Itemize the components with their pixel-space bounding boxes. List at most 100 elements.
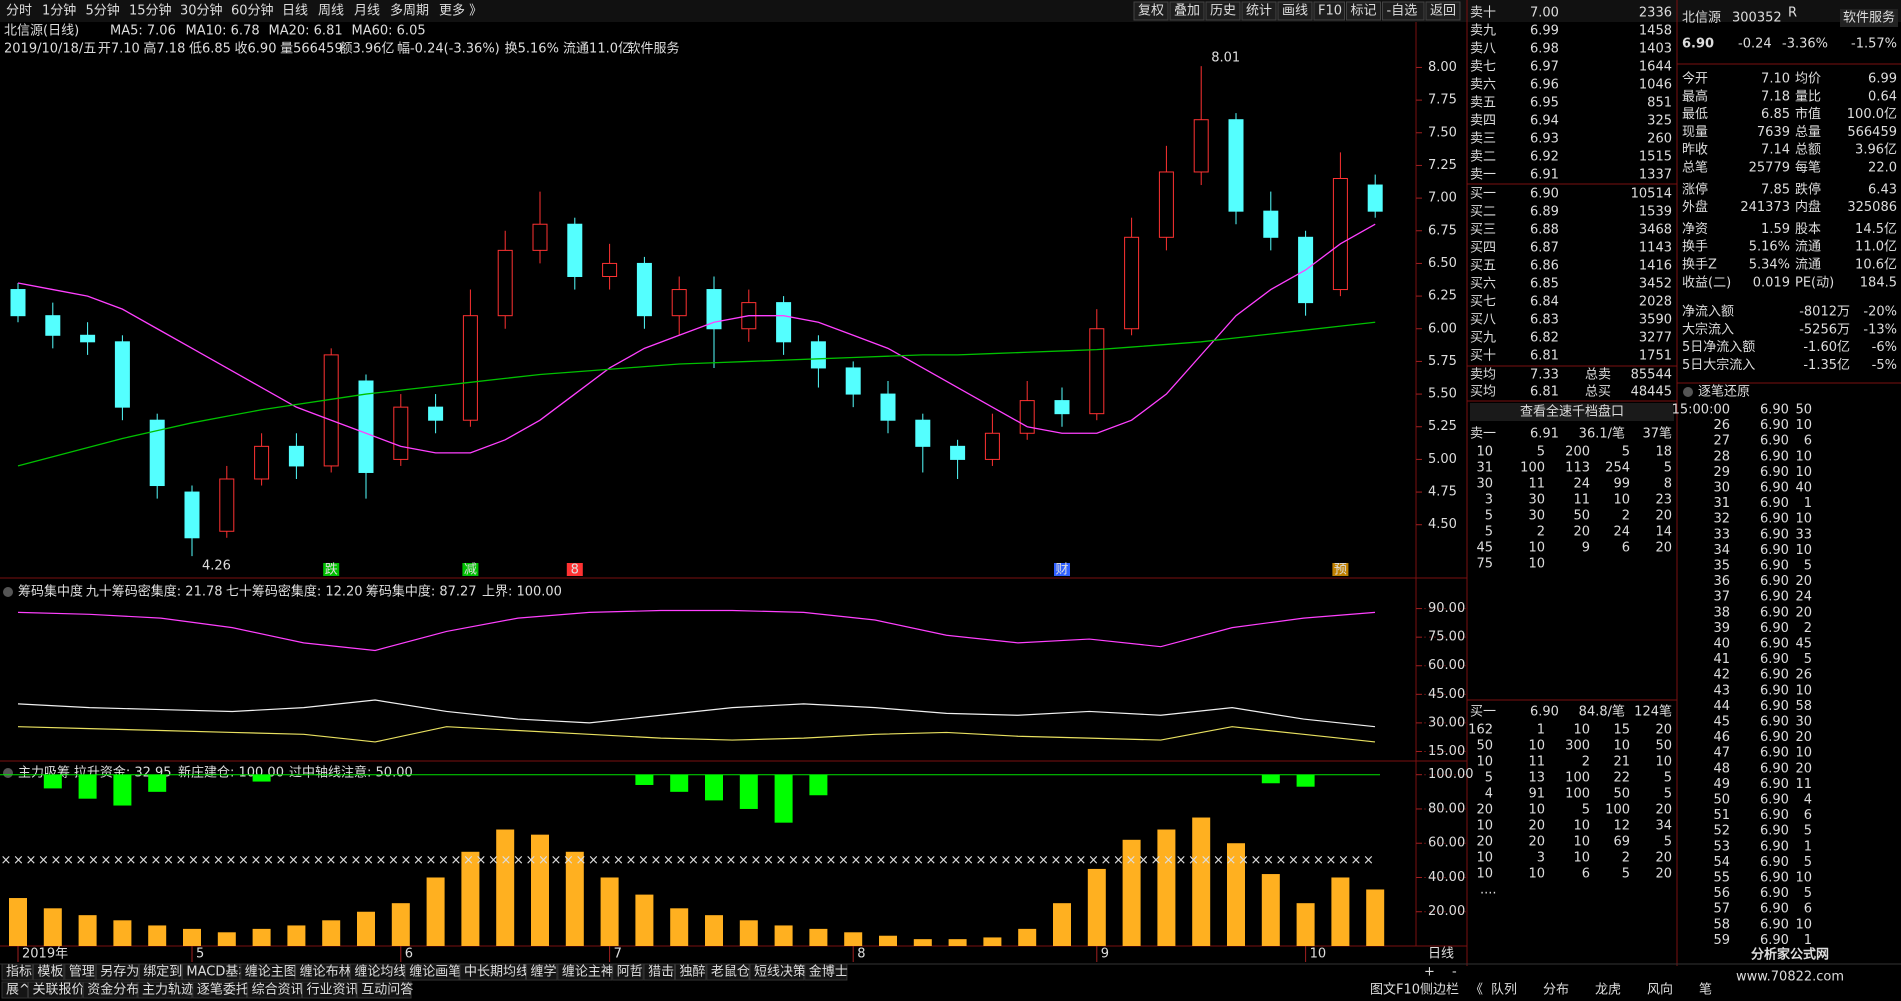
action-button[interactable] xyxy=(1133,1,1169,21)
action-label[interactable]: F10 xyxy=(1318,4,1342,19)
book-price: 6.90 xyxy=(1530,187,1559,202)
queue-avg: 36.1/笔 xyxy=(1579,426,1625,442)
action-label[interactable]: 标记 xyxy=(1351,4,1377,19)
tick-volume: 26 xyxy=(1795,668,1812,683)
period-tab[interactable]: 5分钟 xyxy=(86,3,120,19)
tab[interactable] xyxy=(137,981,193,999)
tab[interactable] xyxy=(1,981,28,999)
tab-label[interactable]: 缠论画笔 xyxy=(409,964,461,980)
tab-label[interactable]: 短线决策 xyxy=(754,964,806,980)
tab[interactable] xyxy=(247,981,302,999)
tab[interactable] xyxy=(356,981,412,999)
tab-label[interactable]: 中长期均线 xyxy=(464,965,529,980)
action-label[interactable]: 返回 xyxy=(1430,4,1456,19)
tab[interactable] xyxy=(295,963,350,981)
tab-label[interactable]: 行业资讯 xyxy=(306,983,358,998)
tab[interactable] xyxy=(82,981,138,999)
tab[interactable] xyxy=(1,963,33,981)
tab[interactable] xyxy=(612,963,644,981)
action-button[interactable] xyxy=(1382,1,1425,21)
tab-label[interactable]: 管理 xyxy=(69,965,95,980)
period-tab[interactable]: 分时 xyxy=(6,4,32,19)
action-button[interactable] xyxy=(1277,1,1313,21)
action-label[interactable]: 复权 xyxy=(1138,3,1164,19)
period-tab[interactable]: 多周期 xyxy=(390,3,429,19)
action-button[interactable] xyxy=(1169,1,1205,21)
side-button[interactable]: 侧边栏 xyxy=(1420,983,1459,998)
tab-label[interactable]: 主力轨迹 xyxy=(142,983,194,998)
tab-label[interactable]: 老鼠仓 xyxy=(711,965,750,980)
tab[interactable] xyxy=(301,981,357,999)
side-button[interactable]: 图文F10 xyxy=(1370,983,1420,998)
period-tab[interactable]: 日线 xyxy=(282,4,308,19)
queue-cell: 75 xyxy=(1476,557,1493,572)
action-button[interactable] xyxy=(1205,1,1241,21)
action-label[interactable]: -自选 xyxy=(1387,4,1418,19)
tab-label[interactable]: 指标 xyxy=(6,965,32,980)
tab-label[interactable]: 绑定到 xyxy=(143,965,182,980)
period-tab[interactable]: 月线 xyxy=(354,4,380,19)
tab[interactable] xyxy=(804,963,848,981)
period-tab[interactable]: 30分钟 xyxy=(180,3,223,19)
l2-button[interactable] xyxy=(1470,403,1674,421)
tab-label[interactable]: 综合资讯 xyxy=(252,983,304,998)
action-label[interactable]: 历史 xyxy=(1210,4,1236,19)
action-label[interactable]: 统计 xyxy=(1246,4,1272,19)
tab[interactable] xyxy=(675,963,707,981)
zoom-button[interactable]: - xyxy=(1452,965,1457,980)
tab-label[interactable]: 展^ xyxy=(6,983,30,998)
tab-label[interactable]: 另存为 xyxy=(100,965,139,980)
period-tab[interactable]: 1分钟 xyxy=(42,3,76,19)
tab[interactable] xyxy=(95,963,139,981)
tab[interactable] xyxy=(557,963,613,981)
action-button[interactable] xyxy=(1241,1,1277,21)
tab[interactable] xyxy=(459,963,526,981)
tab[interactable] xyxy=(749,963,805,981)
tab-label[interactable]: 独醉 xyxy=(680,964,706,980)
tab-label[interactable]: 阿哲 xyxy=(617,965,643,980)
action-button[interactable] xyxy=(1425,1,1461,21)
tab[interactable] xyxy=(192,981,248,999)
tab[interactable] xyxy=(32,963,65,981)
side-tab[interactable]: 笔 xyxy=(1699,982,1712,998)
tab[interactable] xyxy=(404,963,460,981)
l2-button-label[interactable]: 查看全速千档盘口 xyxy=(1520,404,1624,420)
tab-label[interactable]: 缠学 xyxy=(531,964,557,980)
tab-label[interactable]: 资金分布 xyxy=(87,982,139,998)
side-tab[interactable]: 队列 xyxy=(1491,983,1517,998)
tab[interactable] xyxy=(138,963,182,981)
period-tab[interactable]: 周线 xyxy=(318,4,344,19)
tab[interactable] xyxy=(27,981,83,999)
action-button[interactable] xyxy=(1313,1,1345,21)
tab-label[interactable]: 缠论主神 xyxy=(562,964,614,980)
tab[interactable] xyxy=(643,963,675,981)
tab[interactable] xyxy=(706,963,750,981)
side-tab[interactable]: 风向 xyxy=(1647,982,1673,998)
tab-label[interactable]: 关联报价 xyxy=(32,983,84,998)
tab[interactable] xyxy=(349,963,405,981)
zoom-button[interactable]: + xyxy=(1424,965,1435,980)
tab-label[interactable]: 模板 xyxy=(37,965,63,980)
tab[interactable] xyxy=(181,963,241,981)
tab-label[interactable]: 缠论均线 xyxy=(354,964,406,980)
tab-label[interactable]: MACD基本 xyxy=(186,965,251,980)
action-label[interactable]: 叠加 xyxy=(1174,4,1200,19)
period-tab[interactable]: 60分钟 xyxy=(231,3,274,19)
tab[interactable] xyxy=(64,963,96,981)
tab-label[interactable]: 缠论布林 xyxy=(300,964,352,980)
tab-label[interactable]: 逐笔委托 xyxy=(197,982,249,998)
tab-label[interactable]: 猎击 xyxy=(648,965,674,980)
tab-label[interactable]: 缠论主图 xyxy=(245,964,297,980)
period-tab[interactable]: 15分钟 xyxy=(129,3,172,19)
tab[interactable] xyxy=(526,963,558,981)
action-label[interactable]: 画线 xyxy=(1282,4,1308,19)
side-tab[interactable]: 龙虎 xyxy=(1595,983,1621,998)
tab-label[interactable]: 互动问答 xyxy=(361,982,413,998)
midline-cross: × xyxy=(501,853,512,868)
side-button[interactable]: 《 xyxy=(1470,983,1483,998)
tab-label[interactable]: 金博士 xyxy=(809,964,848,980)
action-button[interactable] xyxy=(1346,1,1381,21)
period-tab[interactable]: 更多 》 xyxy=(439,3,482,19)
tab[interactable] xyxy=(240,963,296,981)
side-tab[interactable]: 分布 xyxy=(1543,983,1569,998)
